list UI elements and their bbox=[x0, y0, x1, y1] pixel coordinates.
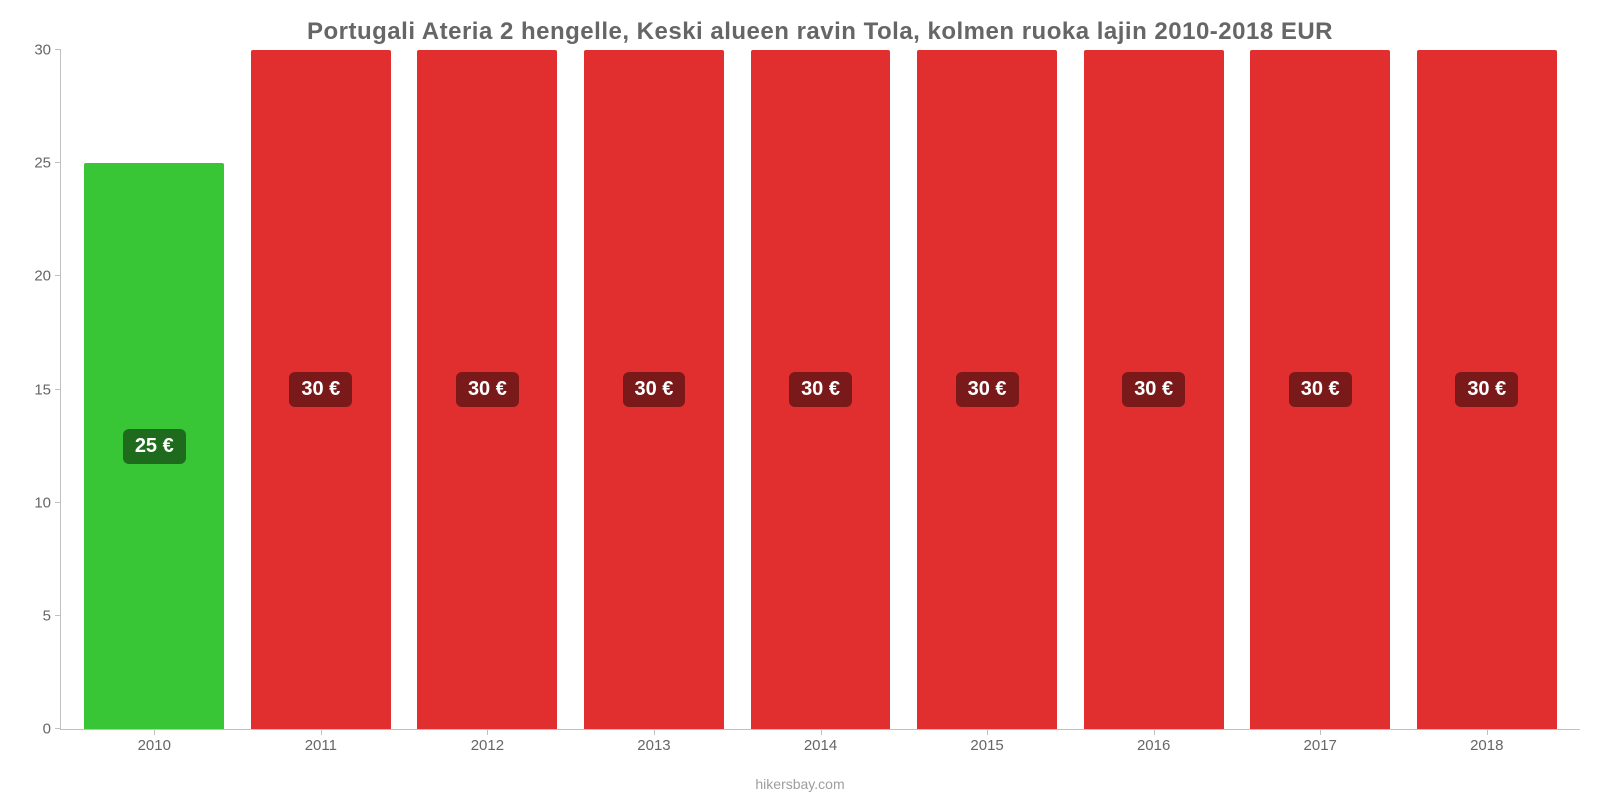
y-axis-label: 15 bbox=[34, 381, 51, 398]
plot-area: 25 €30 €30 €30 €30 €30 €30 €30 €30 € 201… bbox=[60, 50, 1580, 730]
attribution-text: hikersbay.com bbox=[0, 776, 1600, 792]
bar-slot: 30 € bbox=[904, 50, 1071, 729]
x-axis-label: 2010 bbox=[71, 737, 238, 754]
x-tick bbox=[321, 729, 322, 735]
y-axis-label: 10 bbox=[34, 494, 51, 511]
y-tick bbox=[55, 275, 61, 276]
value-badge: 30 € bbox=[623, 372, 686, 407]
x-tick bbox=[987, 729, 988, 735]
y-tick bbox=[55, 502, 61, 503]
value-badge: 30 € bbox=[1455, 372, 1518, 407]
y-axis-label: 20 bbox=[34, 268, 51, 285]
x-axis-label: 2017 bbox=[1237, 737, 1404, 754]
value-badge: 30 € bbox=[1289, 372, 1352, 407]
x-tick bbox=[654, 729, 655, 735]
bar: 25 € bbox=[84, 163, 224, 729]
x-axis-label: 2015 bbox=[904, 737, 1071, 754]
x-tick bbox=[154, 729, 155, 735]
bar-slot: 30 € bbox=[1070, 50, 1237, 729]
bar: 30 € bbox=[751, 50, 891, 729]
bar-slot: 30 € bbox=[1237, 50, 1404, 729]
x-tick bbox=[1154, 729, 1155, 735]
bar-slot: 30 € bbox=[238, 50, 405, 729]
x-axis-labels: 201020112012201320142015201620172018 bbox=[61, 737, 1580, 754]
bar-slot: 30 € bbox=[737, 50, 904, 729]
bar: 30 € bbox=[417, 50, 557, 729]
y-axis-label: 25 bbox=[34, 155, 51, 172]
value-badge: 30 € bbox=[789, 372, 852, 407]
bar: 30 € bbox=[1417, 50, 1557, 729]
bar: 30 € bbox=[1084, 50, 1224, 729]
value-badge: 30 € bbox=[289, 372, 352, 407]
chart-container: Portugali Ateria 2 hengelle, Keski aluee… bbox=[0, 0, 1600, 800]
bar: 30 € bbox=[917, 50, 1057, 729]
x-tick bbox=[1320, 729, 1321, 735]
x-axis-label: 2011 bbox=[238, 737, 405, 754]
x-tick bbox=[487, 729, 488, 735]
x-axis-label: 2013 bbox=[571, 737, 738, 754]
chart-title: Portugali Ateria 2 hengelle, Keski aluee… bbox=[60, 10, 1580, 50]
x-axis-label: 2016 bbox=[1070, 737, 1237, 754]
x-axis-label: 2018 bbox=[1404, 737, 1571, 754]
y-tick bbox=[55, 615, 61, 616]
value-badge: 30 € bbox=[956, 372, 1019, 407]
x-axis-label: 2014 bbox=[737, 737, 904, 754]
y-axis-label: 30 bbox=[34, 42, 51, 59]
value-badge: 25 € bbox=[123, 429, 186, 464]
y-tick bbox=[55, 728, 61, 729]
x-tick bbox=[821, 729, 822, 735]
y-tick bbox=[55, 162, 61, 163]
bars-group: 25 € 30 € 30 € 30 € 30 € 30 € 30 € 30 € 30 € bbox=[61, 50, 1580, 729]
bar-slot: 30 € bbox=[571, 50, 738, 729]
value-badge: 30 € bbox=[456, 372, 519, 407]
bar-slot: 25 € bbox=[71, 50, 238, 729]
bar: 30 € bbox=[584, 50, 724, 729]
y-tick bbox=[55, 389, 61, 390]
y-axis-label: 0 bbox=[43, 721, 51, 738]
x-axis-label: 2012 bbox=[404, 737, 571, 754]
bar: 30 € bbox=[1250, 50, 1390, 729]
y-axis-label: 5 bbox=[43, 607, 51, 624]
y-tick bbox=[55, 49, 61, 50]
x-tick bbox=[1487, 729, 1488, 735]
bar: 30 € bbox=[251, 50, 391, 729]
bar-slot: 30 € bbox=[1404, 50, 1571, 729]
value-badge: 30 € bbox=[1122, 372, 1185, 407]
bar-slot: 30 € bbox=[404, 50, 571, 729]
